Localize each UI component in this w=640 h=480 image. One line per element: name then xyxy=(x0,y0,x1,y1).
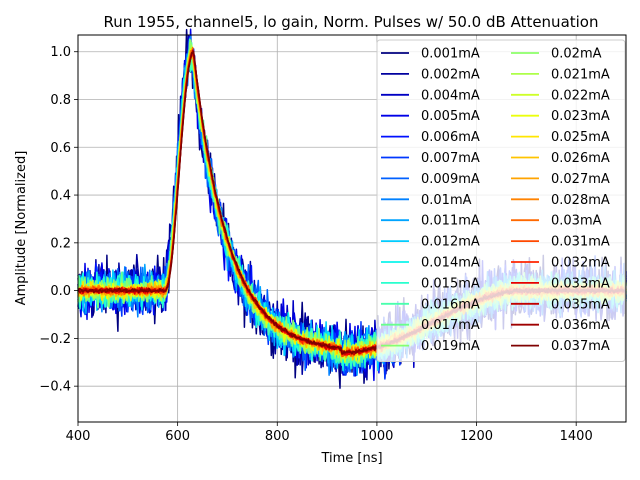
y-tick-label: 0.2 xyxy=(50,236,71,251)
x-tick-label: 1000 xyxy=(360,429,393,444)
plot-frame xyxy=(77,34,627,423)
legend-entry: 0.019mA xyxy=(421,339,480,354)
legend-entry: 0.017mA xyxy=(421,318,480,333)
x-axis-label: Time [ns] xyxy=(320,451,382,466)
legend-entry: 0.01mA xyxy=(421,193,472,208)
legend-entry: 0.006mA xyxy=(421,130,480,145)
x-tick-label: 1200 xyxy=(460,429,493,444)
legend-entry: 0.02mA xyxy=(551,47,602,62)
legend-entry: 0.012mA xyxy=(421,235,480,250)
legend-entry: 0.028mA xyxy=(551,193,610,208)
legend-entry: 0.027mA xyxy=(551,172,610,187)
legend-entry: 0.033mA xyxy=(551,276,610,291)
legend-entry: 0.016mA xyxy=(421,297,480,312)
y-tick-label: −0.2 xyxy=(39,332,71,347)
legend-entry: 0.03mA xyxy=(551,214,602,229)
legend-entry: 0.021mA xyxy=(551,67,610,82)
x-tick-label: 400 xyxy=(66,429,91,444)
legend-entry: 0.001mA xyxy=(421,47,480,62)
legend-entry: 0.002mA xyxy=(421,67,480,82)
legend-entry: 0.025mA xyxy=(551,130,610,145)
legend-entry: 0.005mA xyxy=(421,109,480,124)
legend-entry: 0.022mA xyxy=(551,88,610,103)
y-tick-label: 0.8 xyxy=(50,93,71,108)
y-tick-label: 0.0 xyxy=(50,284,71,299)
y-tick-label: −0.4 xyxy=(39,380,71,395)
y-axis-label: Amplitude [Normalized] xyxy=(14,151,29,306)
legend-entry: 0.023mA xyxy=(551,109,610,124)
axis-ticks: 400 600 800 1000 1200 1400 −0.4 −0.2 0.0 0.2 0.4 0.… xyxy=(39,45,592,444)
x-tick-label: 800 xyxy=(265,429,290,444)
legend-entry: 0.014mA xyxy=(421,256,480,271)
legend-entry: 0.032mA xyxy=(551,256,610,271)
legend-entry: 0.011mA xyxy=(421,214,480,229)
legend-entry: 0.009mA xyxy=(421,172,480,187)
legend-entry: 0.007mA xyxy=(421,151,480,166)
y-tick-label: 0.4 xyxy=(50,189,71,204)
legend-entry: 0.004mA xyxy=(421,88,480,103)
legend-entry: 0.035mA xyxy=(551,297,610,312)
legend: 0.001mA 0.002mA 0.004mA 0.005mA 0.006mA 0.007… xyxy=(376,39,626,362)
legend-entry: 0.037mA xyxy=(551,339,610,354)
chart-title: Run 1955, channel5, lo gain, Norm. Pulse… xyxy=(103,13,598,31)
y-tick-label: 0.6 xyxy=(50,141,71,156)
legend-box xyxy=(376,39,626,362)
legend-entry: 0.036mA xyxy=(551,318,610,333)
legend-entry: 0.031mA xyxy=(551,235,610,250)
legend-entry: 0.026mA xyxy=(551,151,610,166)
x-tick-label: 600 xyxy=(165,429,190,444)
y-tick-label: 1.0 xyxy=(50,45,71,60)
x-tick-label: 1400 xyxy=(560,429,593,444)
legend-entry: 0.015mA xyxy=(421,276,480,291)
